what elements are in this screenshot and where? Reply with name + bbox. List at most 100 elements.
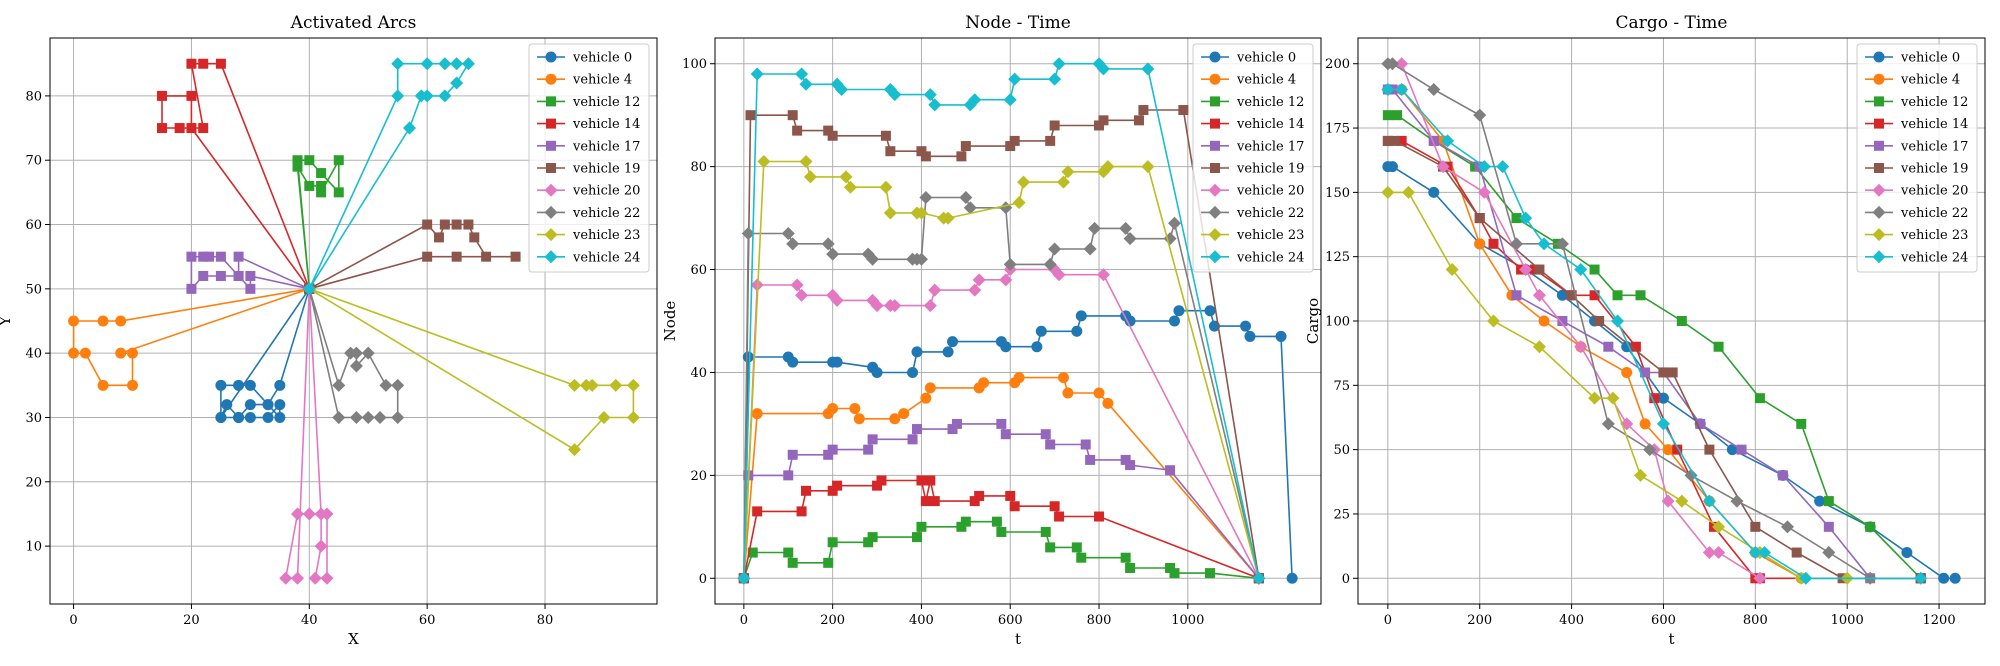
data-point: [274, 411, 286, 423]
data-point: [156, 123, 167, 134]
y-tick-label: 100: [682, 57, 707, 72]
legend-item: vehicle 24: [537, 250, 640, 265]
data-point: [1814, 495, 1826, 507]
data-point: [1538, 315, 1550, 327]
data-point: [215, 251, 226, 262]
data-point: [127, 379, 139, 391]
data-point: [1606, 391, 1620, 405]
data-point: [916, 521, 927, 532]
data-point: [867, 434, 878, 445]
y-tick-label: 60: [690, 263, 707, 278]
data-point: [960, 516, 971, 527]
data-point: [1005, 141, 1016, 152]
data-point: [787, 356, 799, 368]
data-point: [827, 537, 838, 548]
legend-item: vehicle 22: [537, 205, 640, 221]
series-vehicle-17: [738, 418, 1264, 584]
data-point: [956, 151, 967, 162]
data-point: [799, 77, 813, 91]
data-point: [1240, 320, 1252, 332]
data-point: [97, 315, 109, 327]
data-point: [968, 93, 982, 107]
y-tick-label: 75: [1333, 379, 1350, 394]
data-point: [839, 170, 853, 184]
data-point: [1040, 429, 1051, 440]
data-point: [1823, 496, 1834, 507]
data-point: [1822, 546, 1836, 560]
legend-item: vehicle 24: [1201, 250, 1304, 265]
data-point: [244, 399, 256, 411]
data-point: [433, 232, 444, 243]
data-point: [1173, 305, 1185, 317]
y-tick-label: 40: [25, 347, 42, 362]
data-point: [879, 180, 893, 194]
data-point: [1048, 72, 1062, 86]
data-point: [215, 270, 226, 281]
data-point: [1008, 72, 1022, 86]
data-point: [215, 58, 226, 69]
data-point: [302, 282, 316, 296]
series-line: [743, 62, 1260, 579]
data-point: [923, 299, 937, 313]
data-point: [1098, 115, 1109, 126]
legend-marker: [1208, 228, 1222, 242]
data-point: [1057, 175, 1071, 189]
legend-marker: [1208, 205, 1222, 219]
data-point: [233, 379, 245, 391]
legend-label: vehicle 0: [1236, 51, 1296, 66]
data-point: [853, 413, 865, 425]
data-point: [1005, 490, 1016, 501]
data-point: [127, 347, 139, 359]
data-point: [745, 110, 756, 121]
legend-item: vehicle 24: [1865, 250, 1968, 265]
data-point: [1052, 268, 1066, 282]
data-point: [1000, 429, 1011, 440]
data-point: [872, 480, 883, 491]
legend-label: vehicle 20: [1900, 184, 1968, 199]
data-point: [1428, 186, 1440, 198]
legend-marker: [1873, 51, 1885, 63]
data-point: [333, 187, 344, 198]
data-point: [1120, 454, 1131, 465]
legend-label: vehicle 0: [1900, 51, 1960, 66]
y-tick-label: 20: [25, 475, 42, 490]
data-point: [803, 170, 817, 184]
data-point: [1730, 494, 1744, 508]
data-point: [1061, 165, 1075, 179]
data-point: [928, 283, 942, 297]
data-point: [1477, 160, 1491, 174]
data-point: [1049, 120, 1060, 131]
legend-label: vehicle 24: [572, 250, 640, 265]
x-tick-label: 1000: [1171, 613, 1204, 628]
legend-item: vehicle 17: [1865, 139, 1968, 154]
data-point: [244, 379, 256, 391]
data-point: [737, 571, 751, 585]
data-point: [1392, 110, 1403, 121]
data-point: [1511, 290, 1522, 301]
data-point: [947, 336, 959, 348]
data-point: [1684, 468, 1698, 482]
data-point: [585, 378, 599, 392]
data-point: [920, 496, 931, 507]
data-point: [304, 180, 315, 191]
data-point: [1141, 160, 1155, 174]
data-point: [186, 283, 197, 294]
data-point: [781, 227, 795, 241]
data-point: [316, 168, 327, 179]
data-point: [1049, 501, 1060, 512]
data-point: [867, 532, 878, 543]
legend-item: vehicle 12: [1201, 95, 1304, 110]
data-point: [1777, 470, 1788, 481]
legend-label: vehicle 22: [1900, 206, 1968, 221]
data-point: [787, 449, 798, 460]
data-point: [1713, 341, 1724, 352]
data-point: [1676, 316, 1687, 326]
axes-frame: [49, 37, 658, 605]
data-point: [1119, 221, 1133, 235]
data-point: [741, 227, 755, 241]
data-point: [907, 366, 919, 378]
legend-label: vehicle 23: [1900, 228, 1968, 243]
data-point: [1075, 310, 1087, 322]
data-point: [1168, 315, 1180, 327]
data-point: [1441, 134, 1455, 148]
